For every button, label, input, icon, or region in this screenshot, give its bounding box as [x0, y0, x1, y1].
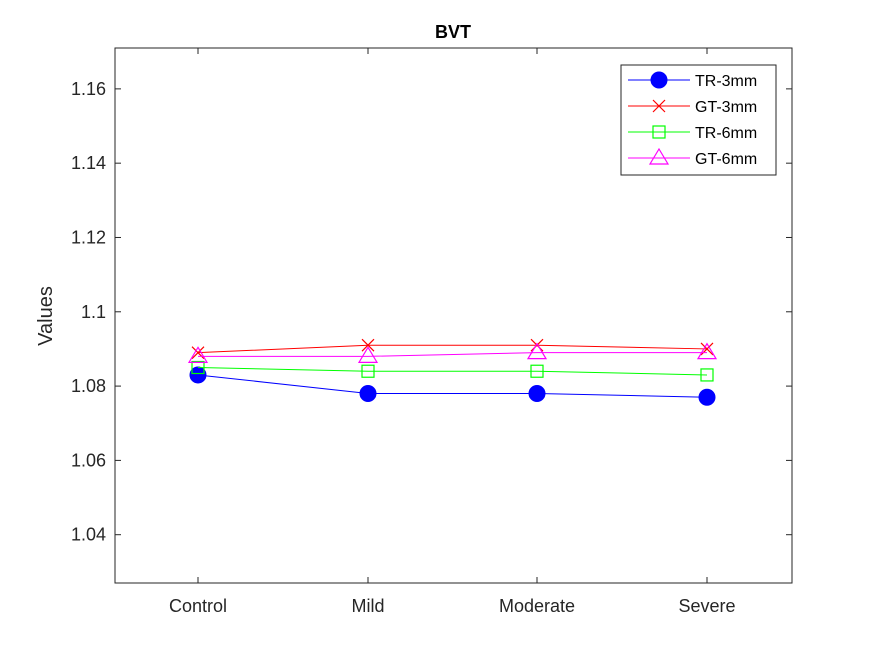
plot-area: Control Mild Moderate Severe 1.04 1.06 1.08 1.1… [71, 47, 793, 616]
y-tick-label: 1.14 [71, 153, 106, 173]
y-tick-label: 1.06 [71, 450, 106, 470]
chart-title: BVT [435, 22, 471, 42]
legend-box [620, 64, 777, 176]
legend-marker-gt-3mm [652, 99, 666, 113]
data-point-gt-6mm [357, 346, 379, 363]
legend-marker-tr-6mm [652, 125, 666, 139]
series-line-gt-6mm [198, 352, 707, 357]
legend-label-gt-6mm: GT-6mm [695, 151, 757, 168]
y-tick-label: 1.08 [71, 376, 106, 396]
series-line-tr-6mm [197, 367, 708, 376]
x-tick-label: Mild [351, 596, 384, 616]
data-point-tr-3mm [528, 385, 546, 403]
series-line-gt-3mm [197, 344, 708, 354]
data-point-tr-3mm [189, 366, 207, 384]
data-point-gt-6mm [696, 342, 718, 360]
legend-label-tr-3mm: TR-3mm [695, 73, 757, 90]
data-point-tr-6mm [191, 360, 205, 375]
data-point-tr-6mm [530, 364, 544, 378]
data-point-tr-6mm [700, 368, 714, 382]
data-point-gt-3mm [361, 338, 375, 352]
data-point-gt-6mm [526, 342, 548, 360]
data-point-tr-6mm [361, 364, 375, 378]
x-tick-label: Moderate [499, 596, 575, 616]
data-point-tr-3mm [359, 385, 377, 403]
y-tick-label: 1.1 [81, 302, 106, 322]
x-tick-label: Control [169, 596, 227, 616]
series-line-tr-3mm [197, 374, 708, 398]
data-point-gt-6mm [187, 346, 209, 363]
y-tick-label: 1.12 [71, 227, 106, 247]
y-tick-label: 1.16 [71, 79, 106, 99]
legend-label-gt-3mm: GT-3mm [695, 99, 757, 116]
y-axis-label: Values [35, 286, 57, 346]
legend-marker-gt-6mm [648, 147, 670, 165]
data-point-tr-3mm [698, 388, 716, 406]
legend-label-tr-6mm: TR-6mm [695, 125, 757, 142]
y-tick-label: 1.04 [71, 525, 106, 545]
legend-marker-tr-3mm [650, 71, 668, 89]
x-tick-label: Severe [678, 596, 735, 616]
